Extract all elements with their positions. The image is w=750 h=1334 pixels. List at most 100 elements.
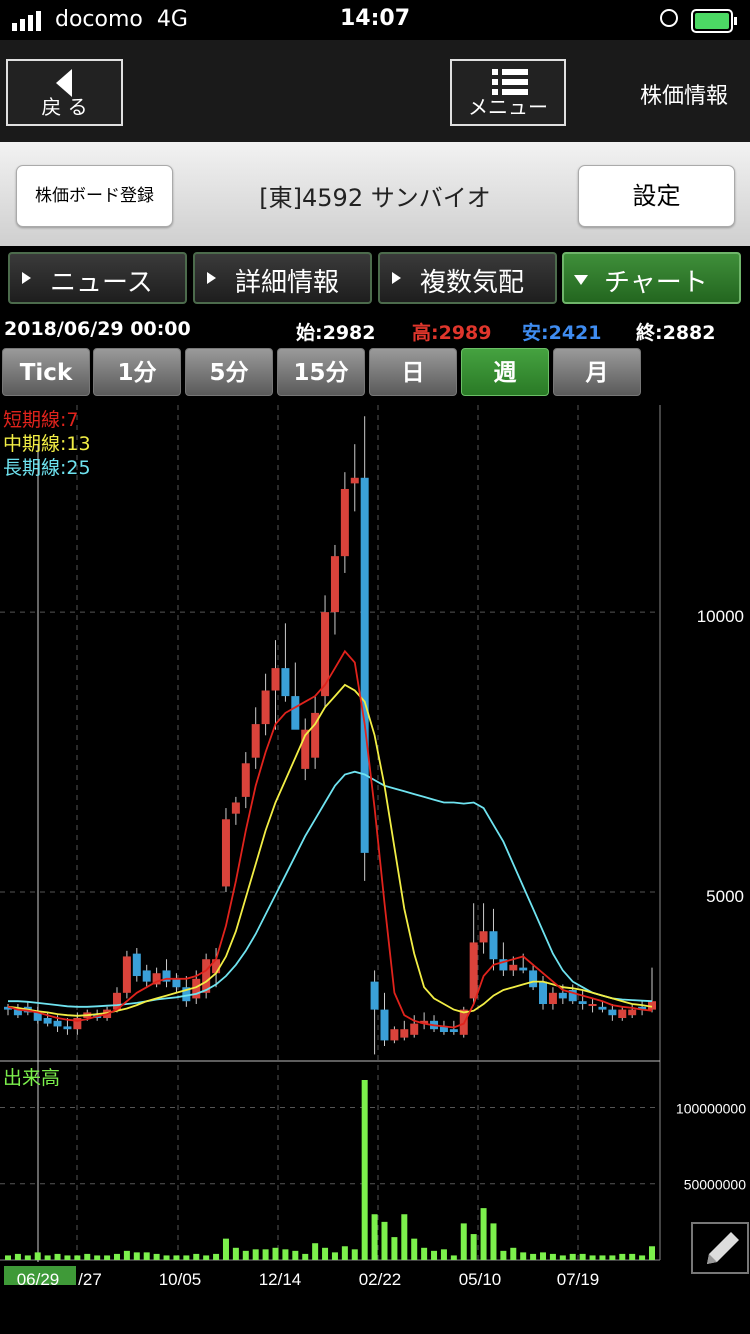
volume-bar [589, 1255, 596, 1260]
ma-mid-line [7, 683, 653, 1017]
volume-bar [619, 1253, 626, 1260]
candle-body [182, 987, 191, 1002]
candle-body [63, 1026, 72, 1030]
candle-body [469, 942, 478, 999]
candle-body [499, 959, 508, 971]
candle-body [301, 729, 310, 769]
volume-bar [262, 1249, 269, 1260]
ma-short-line [7, 649, 653, 1029]
chart-grid [0, 405, 661, 1262]
candle-body [231, 802, 240, 814]
volume-bar [322, 1247, 329, 1260]
volume-bar [54, 1253, 61, 1260]
candle-body [13, 1009, 22, 1016]
volume-bars [5, 1080, 655, 1260]
candle-body [618, 1009, 627, 1019]
tab-news[interactable]: ニュース [8, 252, 187, 304]
x-tick-label: 10/05 [159, 1270, 202, 1285]
x-tick-label: 12/14 [259, 1270, 302, 1285]
battery-icon [691, 9, 737, 33]
candle-body [43, 1018, 52, 1024]
volume-tick-label: 50000000 [684, 1177, 747, 1193]
volume-bar [44, 1255, 51, 1260]
stock-name: [東]4592 サンバイオ [259, 184, 491, 212]
ohlc-readout: 2018/06/29 00:00 始:2982 高:2989 安:2421 終:… [0, 318, 750, 344]
volume-bar [510, 1247, 517, 1260]
period-week[interactable]: 週 [461, 348, 549, 396]
candle-body [350, 477, 359, 484]
settings-button[interactable]: 設定 [578, 165, 735, 227]
volume-bar [490, 1223, 497, 1260]
period-15min[interactable]: 15分 [277, 348, 365, 396]
ma-long-line [8, 770, 653, 1008]
volume-bar [252, 1249, 259, 1260]
candle-body [360, 477, 369, 853]
volume-bar [331, 1252, 338, 1260]
volume-bar [361, 1080, 368, 1260]
candle-body [638, 1006, 647, 1010]
stock-chart[interactable]: 10000 5000 100000000 50000000 短期線:7中期線:13長期線… [0, 405, 750, 1285]
volume-bar [569, 1253, 576, 1260]
period-day[interactable]: 日 [369, 348, 457, 396]
volume-bar [421, 1247, 428, 1260]
candle-body [192, 978, 201, 999]
volume-bar [163, 1255, 170, 1260]
draw-tool-button[interactable] [691, 1222, 749, 1274]
volume-bar [540, 1252, 547, 1260]
volume-bar [391, 1237, 398, 1260]
volume-bar [520, 1252, 527, 1260]
register-board-button[interactable]: 株価ボード登録 [16, 165, 173, 227]
status-bar: docomo 4G 14:07 [0, 0, 750, 40]
volume-bar [549, 1253, 556, 1260]
candle-body [291, 696, 300, 730]
volume-bar [5, 1255, 11, 1260]
signal-icon [12, 11, 44, 31]
volume-bar [113, 1253, 120, 1260]
menu-list-icon [492, 69, 528, 95]
period-tick[interactable]: Tick [2, 348, 90, 396]
period-month[interactable]: 月 [553, 348, 641, 396]
candle-body [172, 978, 181, 988]
volume-bar [649, 1246, 655, 1260]
period-1min[interactable]: 1分 [93, 348, 181, 396]
menu-button[interactable]: メニュー [450, 59, 566, 126]
menu-label: メニュー [468, 95, 548, 119]
candle-body [489, 931, 498, 960]
tab-chart[interactable]: チャート [562, 252, 741, 304]
tab-details[interactable]: 詳細情報 [193, 252, 372, 304]
clock: 14:07 [339, 6, 411, 31]
volume-bar [232, 1247, 239, 1260]
volume-bar [500, 1250, 507, 1260]
volume-bar [24, 1255, 31, 1260]
candlesticks [4, 416, 656, 1055]
period-selector: Tick 1分 5分 15分 日 週 月 [0, 348, 750, 398]
volume-bar [470, 1234, 477, 1260]
volume-bar [104, 1255, 111, 1260]
volume-bar [133, 1252, 140, 1260]
volume-bar [222, 1238, 229, 1260]
back-label: 戻 る [41, 95, 88, 119]
candle-body [132, 953, 141, 977]
candle-body [390, 1029, 399, 1041]
volume-bar [639, 1255, 646, 1260]
tab-multiple-quotes[interactable]: 複数気配 [378, 252, 557, 304]
triangle-right-icon [22, 272, 31, 284]
ohlc-close: 終:2882 [636, 322, 716, 344]
candle-body [112, 992, 121, 1010]
x-tick-label: 06/29 [17, 1270, 60, 1285]
candle-body [608, 1009, 617, 1016]
volume-bar [302, 1253, 309, 1260]
period-5min[interactable]: 5分 [185, 348, 273, 396]
candle-body [539, 981, 548, 1005]
page-title: 株価情報 [640, 84, 729, 109]
candle-body [598, 1006, 607, 1010]
back-arrow-icon [56, 69, 72, 97]
candle-body [261, 690, 270, 725]
candle-body [122, 956, 131, 993]
volume-tick-label: 100000000 [676, 1100, 746, 1116]
back-button[interactable]: 戻 る [6, 59, 123, 126]
x-tick-label: 07/19 [557, 1270, 600, 1285]
candle-body [212, 959, 221, 974]
triangle-right-icon [207, 272, 216, 284]
candle-body [271, 668, 280, 691]
